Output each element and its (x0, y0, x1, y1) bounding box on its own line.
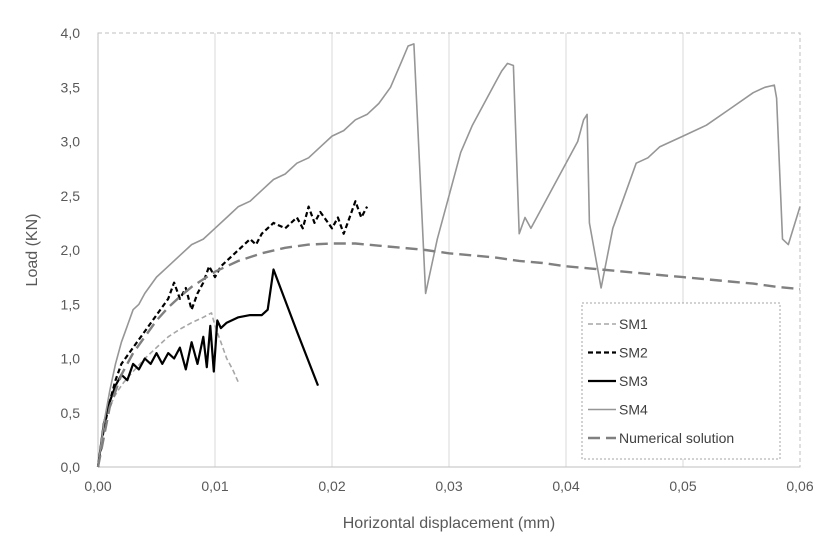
axes: 0,00 0,01 0,02 0,03 0,04 0,05 0,06 0,0 0,5 1,0 1,5… (61, 25, 814, 494)
legend-label: SM4 (619, 402, 648, 418)
legend-label: SM1 (619, 316, 648, 332)
series-line-sm2 (96, 200, 369, 468)
y-tick-label: 1,5 (61, 296, 81, 312)
x-axis-title: Horizontal displacement (mm) (343, 515, 556, 532)
series-line-sm1 (97, 312, 240, 468)
y-tick-label: 3,0 (61, 134, 81, 150)
y-tick-label: 4,0 (61, 25, 81, 41)
x-tick-label: 0,05 (669, 478, 696, 494)
y-tick-label: 1,0 (61, 351, 81, 367)
legend-label: SM2 (619, 345, 648, 361)
series-lines (96, 43, 801, 468)
x-tick-label: 0,02 (318, 478, 345, 494)
x-tick-label: 0,01 (201, 478, 228, 494)
y-tick-label: 3,5 (61, 79, 81, 95)
legend-label: SM3 (619, 373, 648, 389)
x-tick-label: 0,06 (786, 478, 813, 494)
y-axis-title: Load (KN) (24, 214, 41, 287)
x-tick-label: 0,03 (435, 478, 462, 494)
x-tick-label: 0,00 (84, 478, 111, 494)
series-line-sm4 (97, 43, 801, 468)
series-line-sm3 (96, 268, 320, 468)
legend-label: Numerical solution (619, 430, 734, 446)
legend: SM1 SM2 SM3 SM4 Numerical solution (581, 302, 781, 460)
y-tick-label: 2,0 (61, 242, 81, 258)
series-line-numerical-solution (96, 242, 801, 468)
y-tick-label: 2,5 (61, 188, 81, 204)
gridlines (214, 33, 684, 467)
y-tick-label: 0,5 (61, 405, 81, 421)
y-tick-label: 0,0 (61, 459, 81, 475)
x-tick-label: 0,04 (552, 478, 579, 494)
